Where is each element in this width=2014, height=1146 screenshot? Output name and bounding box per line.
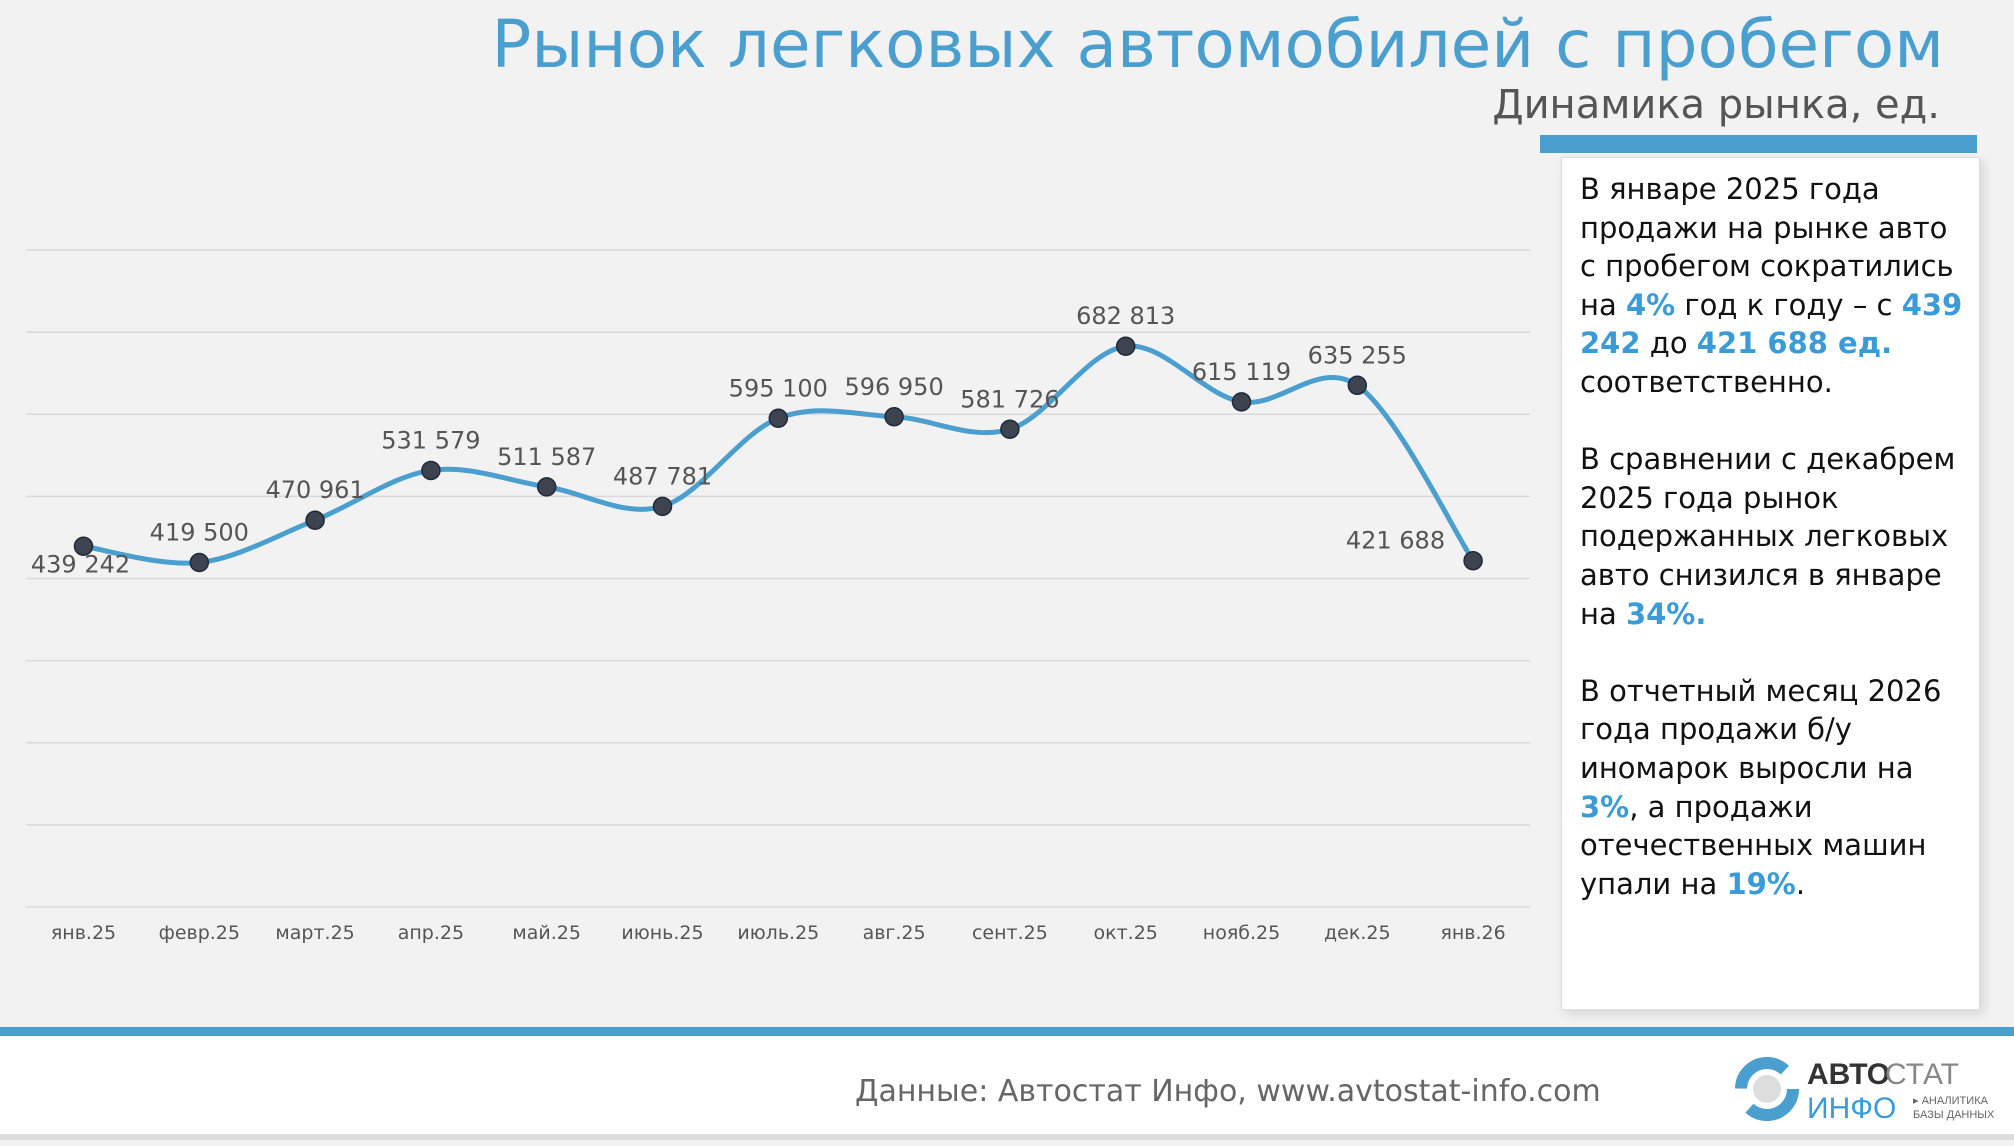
x-tick-label: июнь.25: [621, 922, 703, 944]
data-point: [768, 408, 789, 429]
data-label: 531 579: [381, 426, 480, 454]
accent-bar: [1540, 135, 1977, 153]
x-tick-label: янв.25: [51, 922, 116, 944]
data-point: [652, 496, 673, 517]
data-label: 635 255: [1308, 341, 1407, 369]
data-label: 595 100: [729, 374, 828, 402]
summary-paragraph-1: В январе 2025 года продажи на рынке авто…: [1580, 172, 1963, 399]
page-title: Рынок легковых автомобилей с пробегом: [491, 6, 1944, 83]
page-subtitle: Динамика рынка, ед.: [1492, 82, 1940, 128]
data-label: 487 781: [613, 462, 712, 490]
x-tick-label: дек.25: [1324, 922, 1391, 944]
x-tick-label: апр.25: [398, 922, 464, 944]
x-tick-label: сент.25: [972, 922, 1048, 944]
svg-text:▸ АНАЛИТИКА: ▸ АНАЛИТИКА: [1913, 1095, 1989, 1107]
data-label: 439 242: [31, 550, 130, 578]
x-tick-label: июль.25: [737, 922, 819, 944]
summary-paragraph-2: В сравнении с декабрем 2025 года рынок п…: [1580, 442, 1956, 631]
summary-paragraph-3: В отчетный месяц 2026 года продажи б/у и…: [1580, 673, 1942, 901]
data-point: [536, 477, 557, 497]
data-label: 511 587: [497, 443, 596, 471]
data-point: [1000, 419, 1020, 440]
svg-text:ИНФО: ИНФО: [1807, 1092, 1896, 1124]
x-tick-label: февр.25: [159, 922, 240, 944]
data-label: 596 950: [844, 373, 943, 401]
data-label: 615 119: [1192, 358, 1291, 386]
data-label: 682 813: [1076, 302, 1175, 330]
svg-text:АВТО: АВТО: [1807, 1058, 1890, 1091]
data-label: 419 500: [150, 518, 249, 546]
data-label: 581 726: [960, 385, 1059, 413]
x-tick-label: март.25: [275, 922, 354, 944]
summary-box: В январе 2025 года продажи на рынке авто…: [1561, 157, 1980, 1010]
x-tick-label: май.25: [512, 922, 581, 944]
data-point: [1347, 375, 1368, 396]
x-tick-label: авг.25: [863, 922, 926, 944]
source-text: Данные: Автостат Инфо, www.avtostat-info…: [855, 1074, 1601, 1109]
data-label: 470 961: [265, 476, 364, 504]
data-point: [1115, 336, 1136, 356]
footer: Данные: Автостат Инфо, www.avtostat-info…: [0, 1036, 2014, 1140]
data-label: 421 688: [1346, 527, 1445, 555]
x-tick-label: окт.25: [1094, 922, 1158, 944]
data-point: [305, 510, 325, 530]
data-point: [189, 552, 210, 573]
data-point: [73, 536, 94, 557]
footer-band: [0, 1027, 2014, 1036]
x-tick-label: нояб.25: [1203, 922, 1280, 944]
line-chart: 439 242 янв.25 419 500 февр.25 470 961 март.2…: [26, 249, 1530, 944]
data-point: [1231, 392, 1252, 412]
data-point: [884, 407, 904, 427]
svg-text:СТАТ: СТАТ: [1885, 1058, 1959, 1091]
data-point: [1463, 550, 1483, 571]
svg-text:БАЗЫ ДАННЫХ: БАЗЫ ДАННЫХ: [1913, 1109, 1995, 1121]
avtostat-logo: АВТО СТАТ ИНФО ▸ АНАЛИТИКА БАЗЫ ДАННЫХ: [1735, 1057, 1995, 1124]
x-tick-label: янв.26: [1440, 922, 1505, 944]
data-point: [421, 460, 441, 481]
